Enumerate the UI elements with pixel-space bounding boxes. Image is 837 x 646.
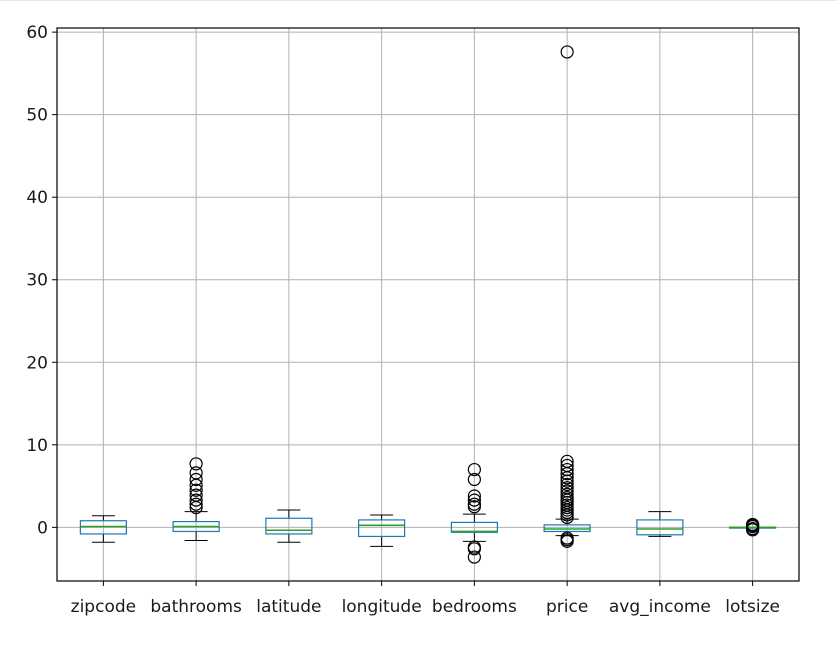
window-top-border bbox=[0, 0, 837, 1]
outlier-point bbox=[467, 550, 481, 564]
outlier-point bbox=[560, 477, 574, 492]
outlier-point bbox=[560, 458, 574, 473]
outlier-point bbox=[189, 466, 203, 480]
outlier-point bbox=[560, 491, 574, 505]
box-latitude bbox=[265, 509, 313, 543]
outlier-point bbox=[560, 45, 574, 59]
iqr-box bbox=[358, 519, 406, 538]
box-bedrooms bbox=[450, 462, 498, 564]
box-layer bbox=[79, 45, 777, 564]
box-price bbox=[543, 45, 591, 548]
outlier-point bbox=[189, 497, 203, 511]
x-tick-label: zipcode bbox=[71, 597, 136, 617]
y-tick-label: 0 bbox=[37, 518, 48, 538]
iqr-box bbox=[543, 524, 591, 533]
y-tick-label: 10 bbox=[26, 436, 48, 456]
x-tick-label: lotsize bbox=[725, 597, 780, 617]
outlier-point bbox=[467, 472, 481, 487]
iqr-box bbox=[450, 521, 498, 533]
iqr-box bbox=[636, 519, 684, 536]
outlier-point bbox=[189, 472, 203, 487]
outlier-point bbox=[560, 481, 574, 495]
outlier-point bbox=[467, 462, 481, 477]
outlier-point bbox=[189, 488, 203, 502]
outlier-point bbox=[560, 484, 574, 498]
grid-layer bbox=[57, 28, 799, 581]
y-tick-label: 50 bbox=[26, 106, 48, 126]
y-tick-label: 60 bbox=[26, 23, 48, 43]
y-tick-label: 30 bbox=[26, 271, 48, 291]
outlier-point bbox=[746, 517, 760, 532]
plot-frame bbox=[56, 27, 800, 582]
outlier-point bbox=[467, 493, 481, 507]
x-tick-label: bedrooms bbox=[432, 597, 517, 617]
box-zipcode bbox=[79, 515, 127, 543]
box-bathrooms bbox=[172, 457, 220, 542]
iqr-box bbox=[79, 520, 127, 535]
tick-layer: 0 10 20 30 40 50 60 zipcode bathrooms latitude lon… bbox=[26, 23, 780, 617]
x-tick-label: avg_income bbox=[609, 597, 711, 617]
outlier-point bbox=[560, 454, 574, 468]
outlier-point bbox=[560, 487, 574, 501]
outlier-point bbox=[189, 493, 203, 507]
outlier-point bbox=[467, 497, 481, 511]
iqr-box bbox=[265, 517, 313, 535]
box-lotsize bbox=[729, 517, 777, 537]
x-tick-label: bathrooms bbox=[150, 597, 242, 617]
x-tick-label: price bbox=[546, 597, 588, 617]
x-tick-label: latitude bbox=[256, 597, 321, 617]
outlier-point bbox=[560, 462, 574, 477]
outlier-point bbox=[560, 531, 574, 545]
outlier-point bbox=[467, 540, 481, 554]
box-longitude bbox=[358, 514, 406, 547]
box-avg_income bbox=[636, 511, 684, 537]
outlier-point bbox=[189, 483, 203, 497]
outlier-point bbox=[467, 489, 481, 503]
y-tick-label: 40 bbox=[26, 188, 48, 208]
y-tick-label: 20 bbox=[26, 353, 48, 373]
x-tick-label: longitude bbox=[342, 597, 422, 617]
outlier-point bbox=[189, 457, 203, 471]
